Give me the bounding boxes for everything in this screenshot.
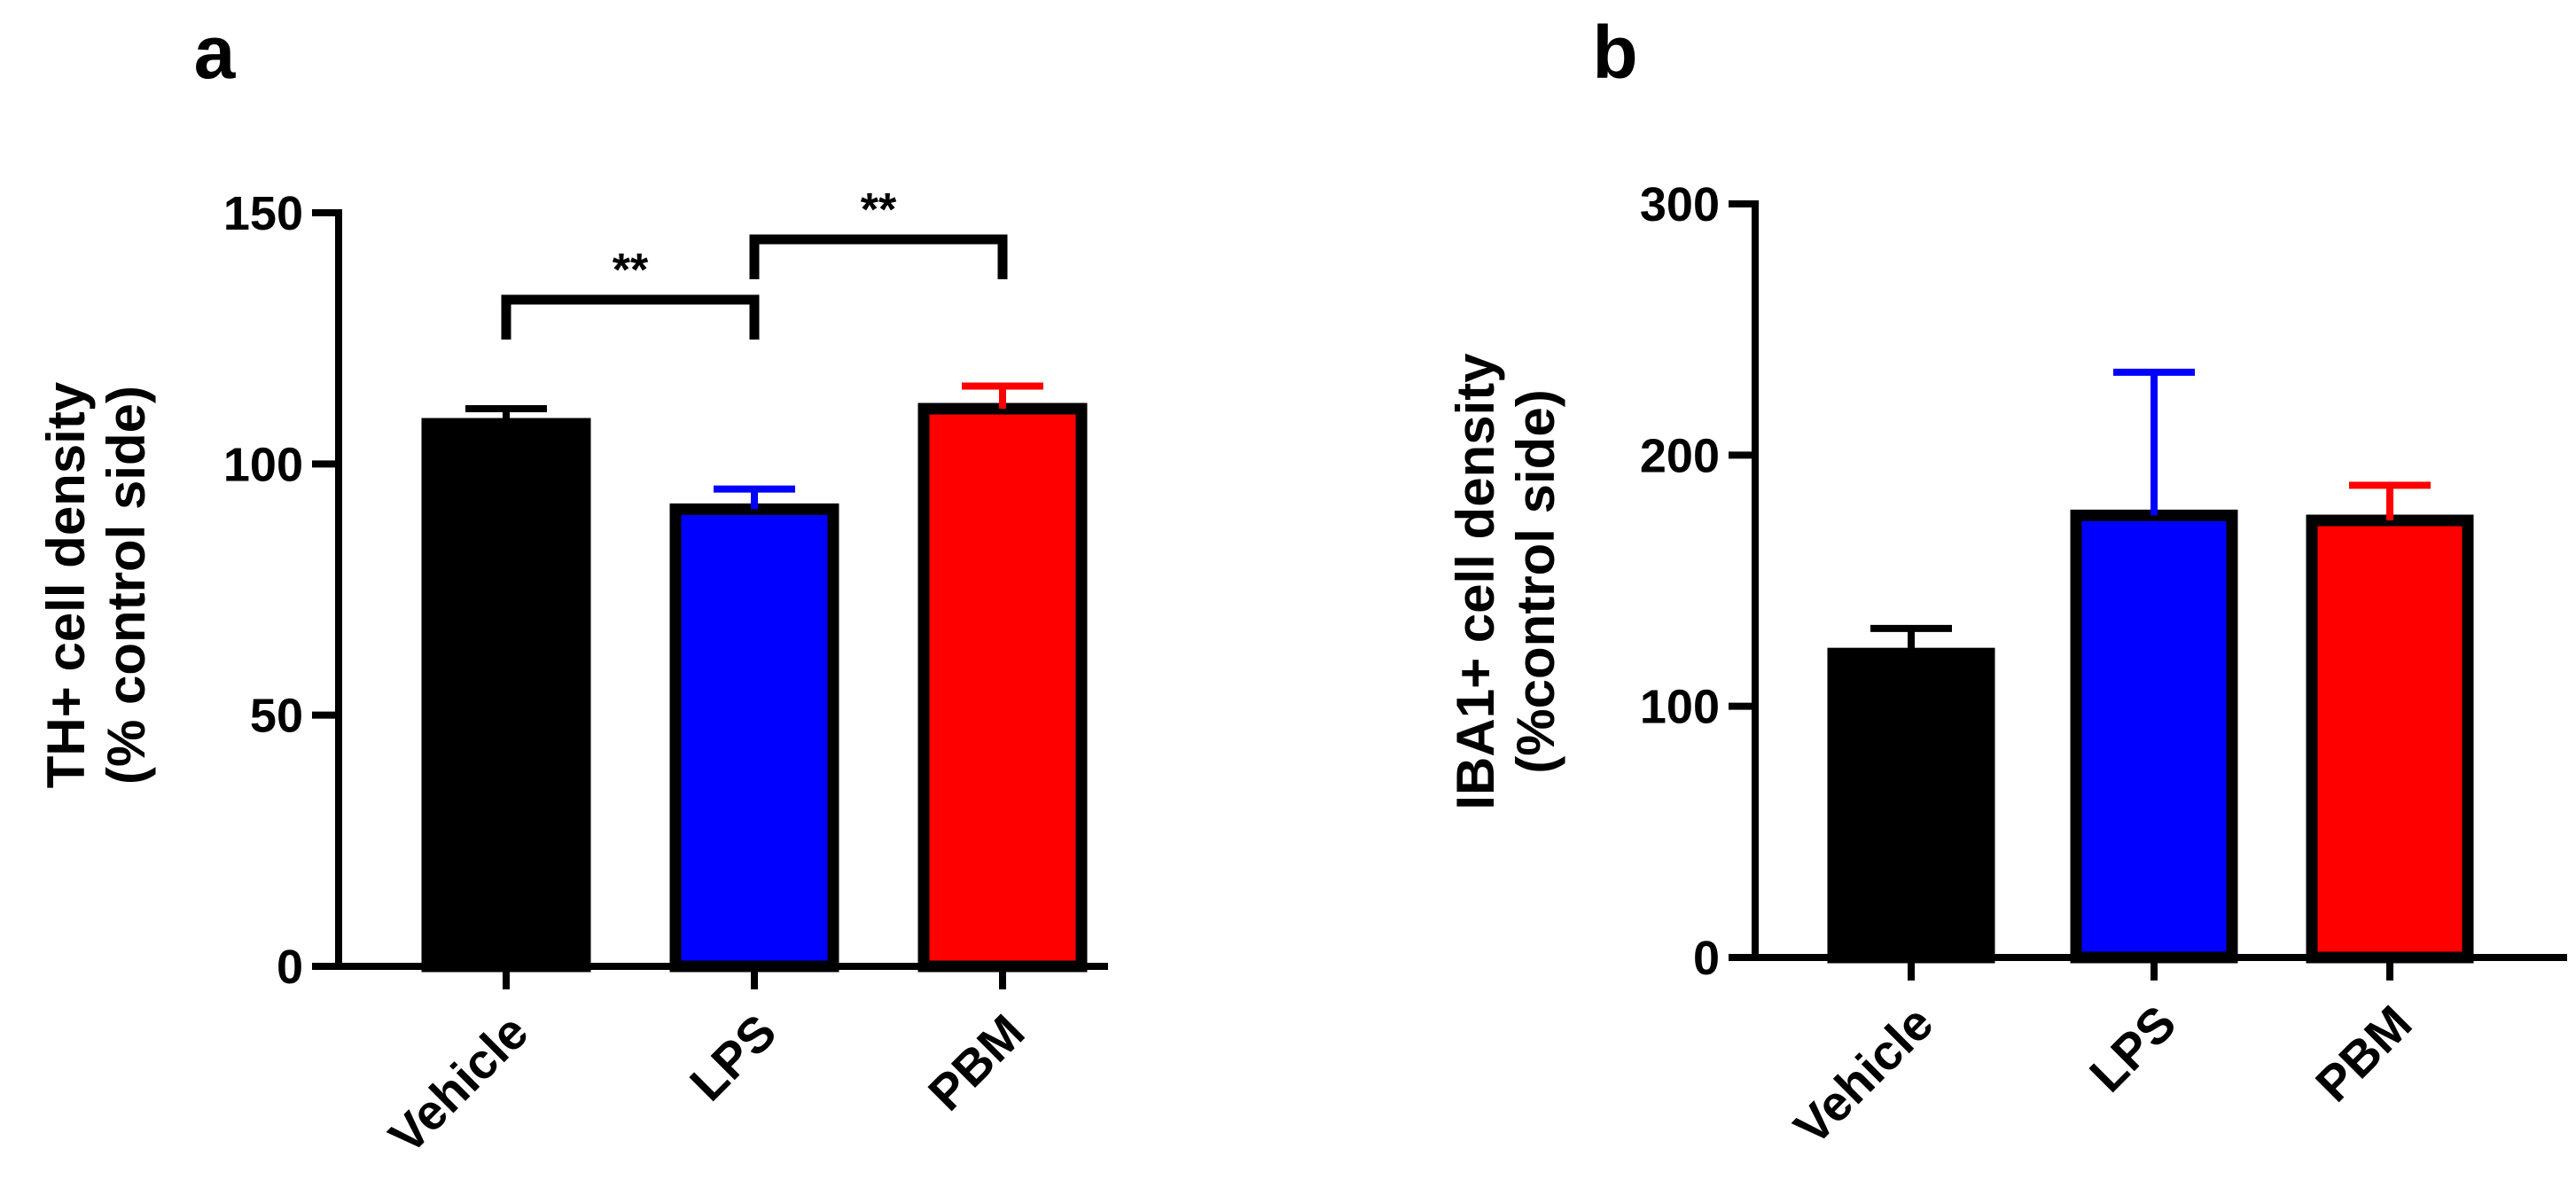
chart-b: b 0 100 200 300 Vehicle LPS PBM IBA1+ cell densi… [1446,11,2567,1155]
chart-a-significance-label: ** [861,184,897,236]
chart-b-x-tick-label-lps: LPS [2079,995,2187,1103]
chart-b-bar-pbm [2306,514,2474,964]
chart-b-y-axis-title-line: (%control side) [1506,389,1565,773]
chart-a-y-tick-label: 100 [223,438,303,491]
chart-b-panel-letter: b [1592,11,1637,94]
chart-b-y-tick-label: 0 [1693,932,1720,985]
chart-b-y-axis-title: IBA1+ cell density(%control side) [1446,353,1565,810]
chart-b-bar-lps [2070,509,2238,964]
chart-b-bar-vehicle [1827,647,1995,964]
chart-a-bar-lps [669,503,839,973]
chart-b-x-tick-label-pbm: PBM [2305,995,2423,1113]
chart-a-significance-label: ** [613,245,649,296]
chart-a-panel-letter: a [194,11,237,94]
chart-a-x-tick-label-lps: LPS [679,1004,787,1112]
chart-b-y-tick-label: 200 [1640,429,1720,482]
chart-a-y-tick-label: 50 [250,690,303,743]
chart-a-significance-bracket [501,294,760,340]
chart-a-x-tick-label-vehicle: Vehicle [378,1004,538,1164]
panel-b: b 0 100 200 300 Vehicle LPS PBM IBA1+ cell densi… [1383,0,2576,1180]
chart-a-y-tick-label: 150 [223,187,303,240]
chart-a: a 0 50 100 150 Vehicle LPS PBM TH+ cell density(… [36,11,1108,1164]
chart-a-y-axis-title-line: TH+ cell density [36,381,96,788]
panel-a: a 0 50 100 150 Vehicle LPS PBM TH+ cell density(… [36,11,1108,1164]
chart-a-y-tick-label: 0 [277,941,303,994]
chart-a-x-tick-label-pbm: PBM [917,1004,1035,1121]
chart-b-x-tick-label-vehicle: Vehicle [1783,995,1943,1155]
chart-a-y-axis-title-line: (% control side) [97,386,156,785]
chart-a-bar-pbm [917,402,1088,973]
chart-a-significance-bracket [749,234,1008,279]
chart-a-bar-vehicle [421,418,591,973]
chart-b-y-axis-title-line: IBA1+ cell density [1446,353,1505,810]
chart-b-y-tick-label: 300 [1640,178,1720,231]
chart-b-y-tick-label: 100 [1640,681,1720,734]
chart-a-y-axis-title: TH+ cell density(% control side) [36,381,156,788]
